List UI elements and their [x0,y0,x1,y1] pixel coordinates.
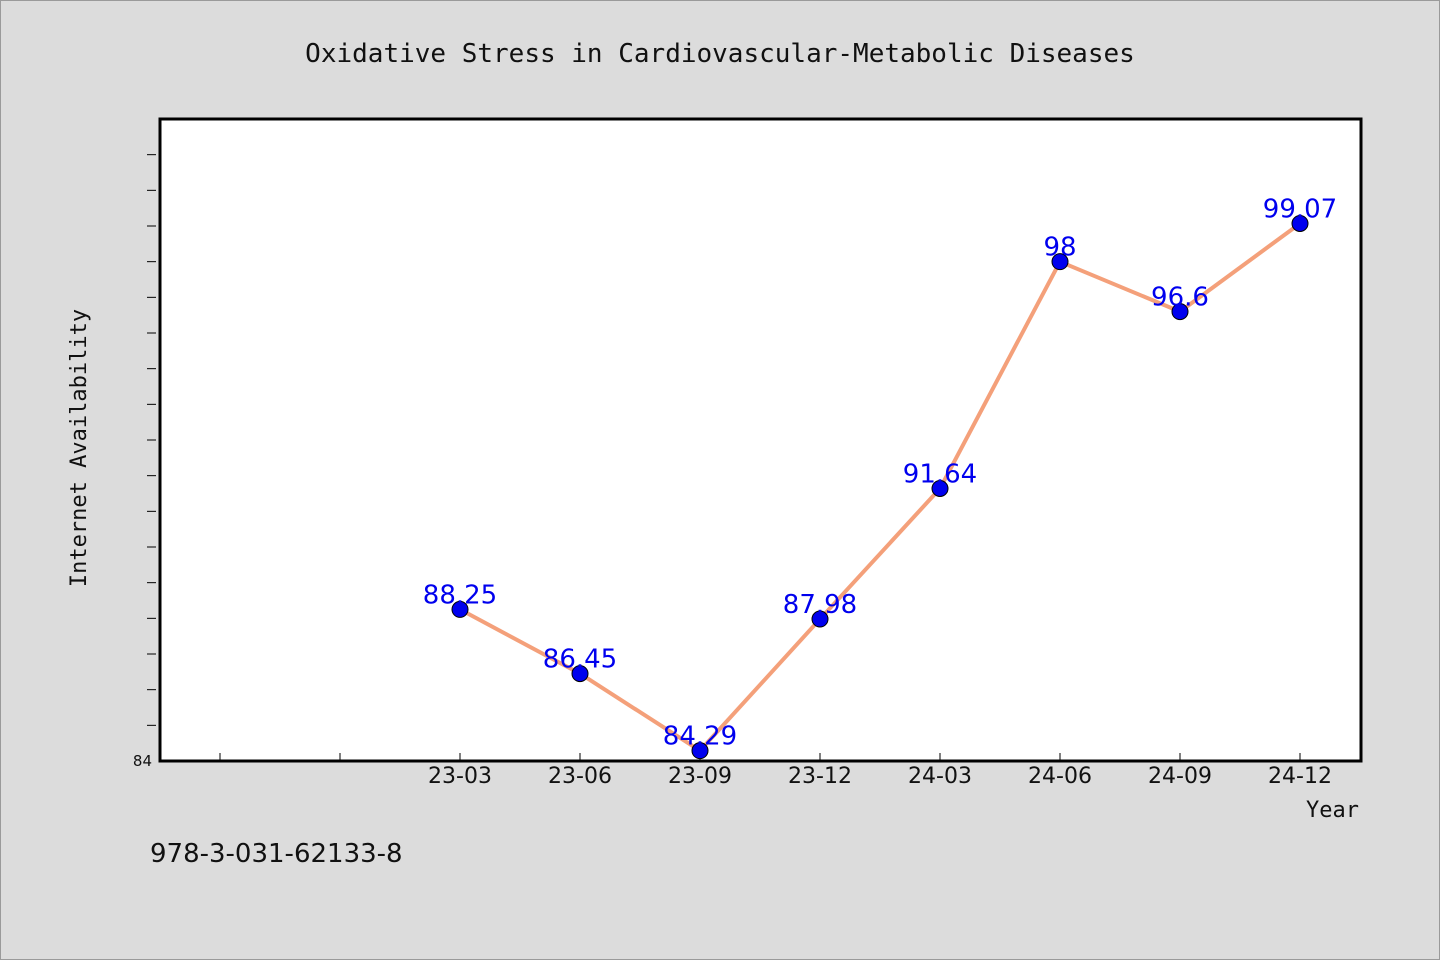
x-tick-labels: 23-03 23-06 23-09 23-12 24-03 24-06 24-09 24-12 [428,764,1332,789]
data-point [1171,303,1189,321]
x-tick-label: 24-03 [908,764,972,789]
data-point [931,480,949,498]
data-point [1291,215,1309,233]
data-point [811,610,829,628]
series-line [458,221,1302,753]
y-tick-label: 84 [133,752,152,770]
x-tick-label: 23-03 [428,764,492,789]
data-labels: 88.25 86.45 84.29 87.98 91.64 98 96.6 99.07 [423,195,1337,752]
data-point [571,665,589,683]
data-label: 98 [1043,233,1076,263]
isbn-text: 978-3-031-62133-8 [150,839,403,869]
data-label: 88.25 [423,580,497,610]
data-point [451,600,469,618]
data-label: 86.45 [543,645,617,675]
data-point [691,742,709,760]
data-label: 96.6 [1151,283,1209,313]
data-point [1051,253,1069,271]
x-tick-label: 23-12 [788,764,852,789]
y-axis-label: Internet Availability [67,309,92,587]
x-tick-label: 24-09 [1148,764,1212,789]
x-tick-label: 23-06 [548,764,612,789]
data-label: 84.29 [663,722,737,752]
x-tick-label: 23-09 [668,764,732,789]
series-markers [451,215,1309,760]
x-tick-label: 24-12 [1268,764,1332,789]
data-label: 99.07 [1263,195,1337,225]
chart-title: Oxidative Stress in Cardiovascular-Metab… [305,39,1135,69]
x-axis-label: Year [1306,798,1359,823]
data-label: 87.98 [783,590,857,620]
plot-area [158,117,1363,763]
data-label: 91.64 [903,460,977,490]
y-axis-ticks [147,154,156,726]
x-tick-label: 24-06 [1028,764,1092,789]
